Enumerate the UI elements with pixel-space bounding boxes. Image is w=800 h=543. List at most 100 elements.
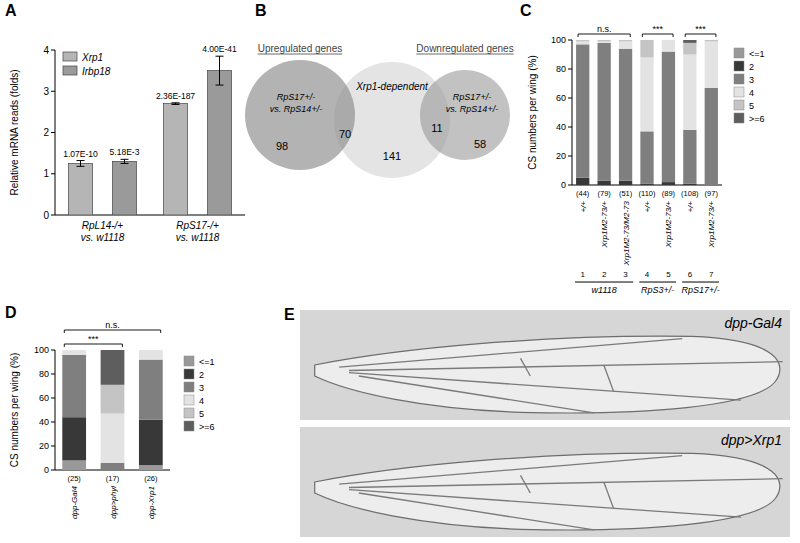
- significance-bracket: [642, 34, 673, 37]
- bar: [113, 161, 137, 215]
- y-tick-label: 100: [551, 35, 566, 45]
- wing-vein: [521, 475, 531, 493]
- category-number: 4: [645, 270, 650, 279]
- label-line: vs. w1118: [176, 232, 220, 243]
- significance-label: ***: [88, 334, 99, 344]
- error-bar: [219, 56, 220, 85]
- bar-segment: [139, 465, 163, 470]
- bar-segment: [139, 350, 163, 351]
- y-tick: [51, 470, 55, 471]
- set-label: RpS17+/-vs. RpS14+/-: [446, 92, 498, 114]
- bar-segment: [139, 350, 163, 360]
- figure: A01234Relative mRNA reads (folds)RpL14-/…: [0, 0, 800, 543]
- wing-vein: [349, 479, 783, 488]
- significance-bracket: [578, 34, 630, 37]
- bar: [208, 71, 232, 215]
- error-cap: [172, 102, 180, 103]
- y-tick-label: 0: [44, 465, 49, 475]
- x-tick-label: Xrp1M2-73/+: [664, 201, 673, 249]
- legend-swatch: [184, 356, 194, 366]
- x-tick-label: +/+: [643, 201, 652, 213]
- legend-label: <=1: [199, 357, 215, 367]
- bar-segment: [662, 52, 675, 183]
- p-value: 4.00E-41: [202, 44, 237, 54]
- y-tick: [51, 350, 55, 351]
- wing-vein: [359, 493, 594, 530]
- y-tick-label: 0: [43, 210, 49, 221]
- legend-swatch: [734, 113, 744, 123]
- set-label: Xrp1-dependent: [355, 81, 429, 92]
- y-axis-title: CS numbers per wing (%): [9, 353, 20, 467]
- bar-segment: [62, 350, 86, 351]
- label-line: vs. w1118: [81, 232, 125, 243]
- legend-label: 2: [199, 370, 204, 380]
- bar-segment: [640, 131, 653, 183]
- y-tick-label: 40: [556, 122, 566, 132]
- significance-label: ***: [695, 24, 706, 34]
- significance-bracket: [64, 344, 122, 347]
- n-label: (110): [639, 189, 656, 198]
- y-tick: [51, 132, 55, 133]
- venn-title: Upregulated genes: [258, 43, 343, 54]
- y-tick-label: 20: [556, 151, 566, 161]
- bar-segment: [662, 40, 675, 41]
- bar: [164, 104, 188, 215]
- y-tick-label: 4: [43, 45, 49, 56]
- bar-segment: [598, 40, 611, 41]
- legend-swatch: [63, 52, 77, 61]
- bars: [576, 40, 718, 185]
- error-cap: [77, 160, 85, 161]
- wing-vein: [349, 362, 783, 371]
- group-line: [639, 282, 676, 283]
- bar-segment: [62, 460, 86, 470]
- y-tick-label: 1: [43, 168, 49, 179]
- venn-count: 58: [474, 138, 486, 150]
- wing-photo: [300, 310, 790, 420]
- bar-segment: [683, 130, 696, 184]
- error-cap: [121, 159, 129, 160]
- bar-segment: [62, 417, 86, 460]
- legend-swatch: [184, 421, 194, 431]
- bar: [69, 163, 93, 215]
- legend-swatch: [63, 66, 77, 75]
- legend-label: >=6: [199, 422, 215, 432]
- wing-vein: [604, 365, 614, 391]
- bar-segment: [619, 49, 632, 181]
- wing-vein: [359, 376, 594, 413]
- venn-circle: [420, 70, 510, 160]
- x-tick-label: +/+: [686, 201, 695, 213]
- y-tick: [51, 50, 55, 51]
- n-label: (26): [144, 474, 158, 483]
- legend-label: 4: [199, 396, 204, 406]
- y-tick-label: 0: [561, 180, 566, 190]
- wing-vein: [349, 373, 741, 401]
- group-line: [575, 282, 633, 283]
- image-label: dpp-Gal4: [724, 315, 782, 331]
- wing-photo: [300, 427, 790, 537]
- y-tick-label: 100: [34, 345, 49, 355]
- x-tick-label: Xrp1M2-73/+: [600, 201, 609, 249]
- bars: [69, 56, 232, 215]
- x-tick-label: dpp>phyl: [109, 486, 118, 519]
- y-tick-label: 80: [556, 64, 566, 74]
- group-label: RpS3+/-: [641, 285, 674, 295]
- n-label: (97): [705, 189, 719, 198]
- venn-count: 70: [339, 128, 351, 140]
- legend-swatch: [184, 369, 194, 379]
- bar-segment: [139, 360, 163, 420]
- legend-swatch: [734, 74, 744, 84]
- wing-outline: [315, 453, 780, 530]
- x-tick-label: RpS17-/+vs. w1118: [176, 220, 220, 243]
- venn-count: 11: [431, 122, 442, 134]
- underline: [258, 54, 343, 55]
- category-number: 5: [666, 270, 671, 279]
- p-value: 5.18E-3: [110, 147, 140, 157]
- bar-segment: [619, 41, 632, 48]
- label-line: vs. RpS14+/-: [270, 104, 322, 114]
- category-number: 1: [580, 270, 585, 279]
- bar-segment: [619, 40, 632, 41]
- bar-segment: [683, 184, 696, 185]
- y-tick-label: 2: [43, 127, 49, 138]
- n-label: (25): [67, 474, 81, 483]
- bar-segment: [101, 350, 125, 385]
